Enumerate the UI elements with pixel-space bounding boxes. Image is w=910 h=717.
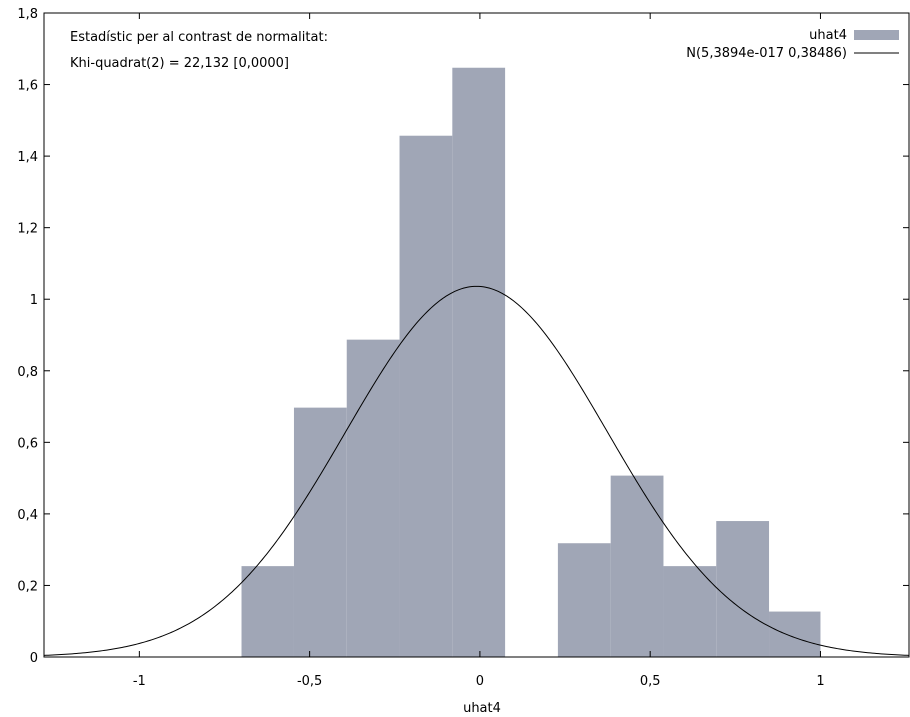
y-tick-label: 1,6 [17,79,38,94]
histogram-bars [241,67,821,658]
x-tick-label: 1 [816,674,824,689]
histogram-bar [293,407,347,657]
legend-curve-label: N(5,3894e-017 0,38486) [686,46,847,61]
legend-histogram-label: uhat4 [809,28,847,43]
x-tick-label: 0 [476,674,484,689]
x-tick-label: -0,5 [297,674,322,689]
histogram-bar [663,566,717,657]
y-tick-label: 0,4 [17,508,38,523]
histogram-bar [716,521,770,657]
annotation-line-2: Khi-quadrat(2) = 22,132 [0,0000] [70,56,289,71]
y-tick-label: 0,6 [17,436,38,451]
histogram-bar [452,67,506,658]
legend-histogram-swatch [854,30,899,40]
y-tick-label: 1,2 [17,222,38,237]
y-tick-label: 1 [30,293,38,308]
y-tick-label: 0,8 [17,365,38,380]
normal-curve-line [43,285,910,656]
x-tick-label: 0,5 [640,674,661,689]
y-tick-label: 1,8 [17,7,38,22]
legend: uhat4 N(5,3894e-017 0,38486) [686,28,899,61]
y-tick-label: 0 [30,651,38,666]
histogram-bar [610,475,664,657]
plot-frame [43,12,910,658]
x-tick-label: -1 [133,674,146,689]
histogram-bar [557,543,611,657]
histogram-bar [346,339,400,657]
histogram-bar [399,135,453,657]
axis-ticks: -1 -0,5 0 0,5 1 0 0,2 0,4 0,6 0,8 1 1,2 1,4 1,6 1,8 [17,7,909,689]
y-tick-label: 1,4 [17,150,38,165]
histogram-bar [241,566,294,657]
x-axis-label: uhat4 [463,701,501,716]
annotation-line-1: Estadístic per al contrast de normalitat… [70,30,328,45]
y-tick-label: 0,2 [17,579,38,594]
histogram-bar [769,611,821,657]
